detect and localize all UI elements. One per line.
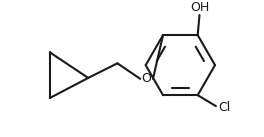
Text: O: O <box>142 72 152 85</box>
Text: OH: OH <box>190 1 209 14</box>
Text: Cl: Cl <box>218 101 230 114</box>
